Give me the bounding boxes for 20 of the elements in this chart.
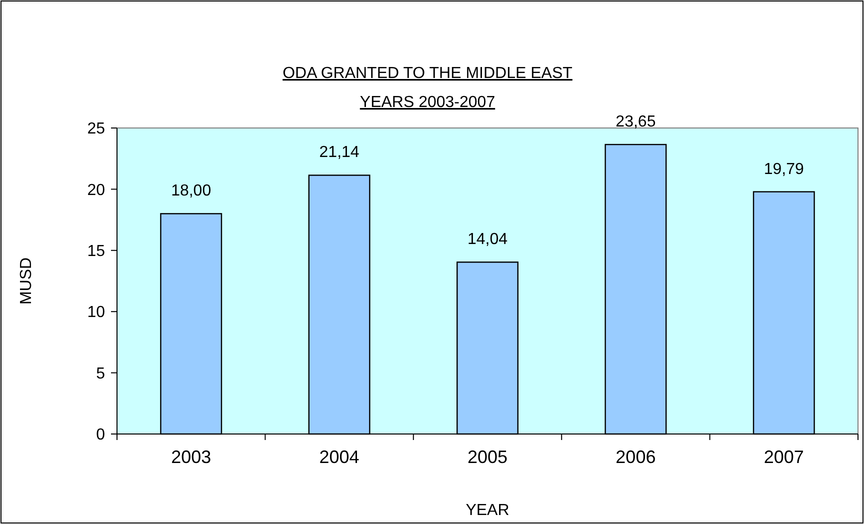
chart-title: ODA GRANTED TO THE MIDDLE EAST bbox=[282, 65, 573, 82]
y-axis-title: MUSD bbox=[18, 257, 35, 305]
y-tick-label: 20 bbox=[87, 182, 106, 199]
x-tick-label: 2003 bbox=[171, 447, 212, 467]
x-tick-label: 2006 bbox=[616, 447, 656, 467]
y-tick-label: 10 bbox=[87, 304, 106, 322]
y-tick-label: 0 bbox=[96, 426, 106, 444]
y-tick-label: 25 bbox=[87, 120, 106, 138]
x-tick-label: 2005 bbox=[467, 447, 508, 467]
data-label: 23,65 bbox=[616, 114, 656, 131]
x-tick-label: 2007 bbox=[764, 447, 804, 467]
y-tick-label: 5 bbox=[96, 365, 106, 382]
data-label: 14,04 bbox=[467, 231, 508, 248]
data-label: 18,00 bbox=[171, 182, 212, 200]
y-tick-label: 15 bbox=[87, 243, 106, 260]
chart-subtitle: YEARS 2003-2007 bbox=[360, 94, 496, 111]
data-label: 19,79 bbox=[764, 160, 804, 178]
data-label: 21,14 bbox=[319, 144, 360, 162]
x-axis-title: YEAR bbox=[466, 502, 510, 519]
x-tick-label: 2004 bbox=[319, 447, 360, 467]
